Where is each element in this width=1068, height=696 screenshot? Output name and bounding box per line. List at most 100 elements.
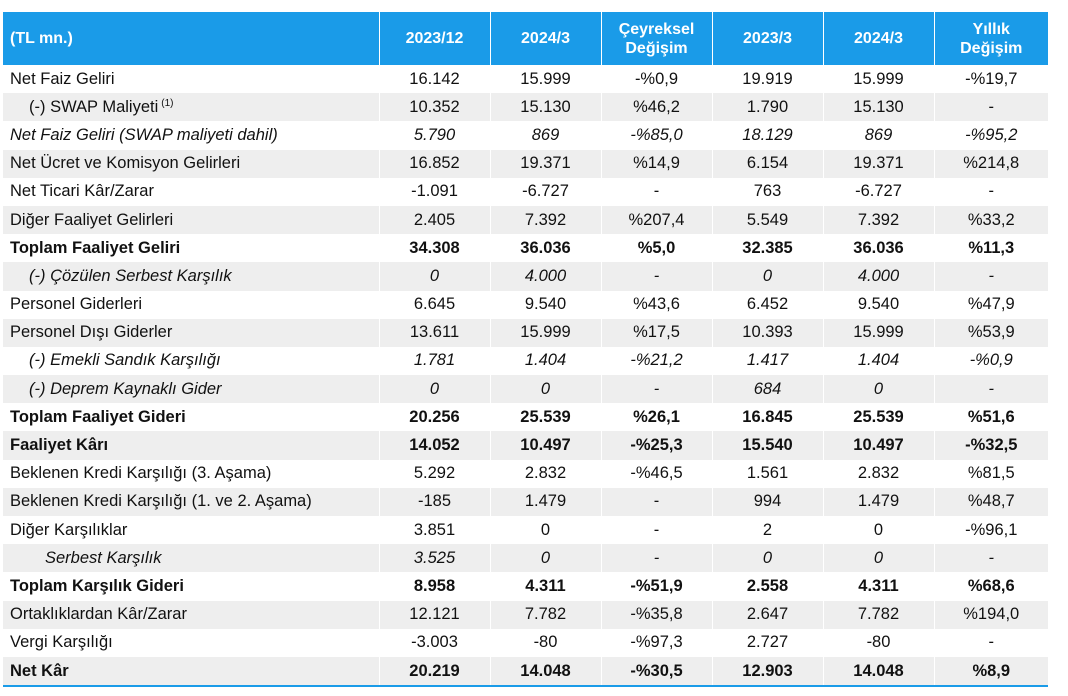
cell-2024-3: 4.000 xyxy=(822,262,934,291)
row-label: Toplam Karşılık Gideri xyxy=(3,572,379,601)
header-quarterly-change: Çeyreksel Değişim xyxy=(600,12,712,65)
cell-2023-12: 13.611 xyxy=(378,318,490,347)
cell-2023-12: 16.852 xyxy=(378,149,490,178)
table-row: (-) SWAP Maliyeti (1) 10.352 15.130 %46,2… xyxy=(3,93,1048,122)
cell-2024-3: 7.782 xyxy=(822,600,934,629)
row-label: Vergi Karşılığı xyxy=(3,628,379,657)
cell-2024-3: 15.999 xyxy=(489,65,601,94)
row-label: Personel Dışı Giderler xyxy=(3,318,379,347)
row-label: (-) Deprem Kaynaklı Gider xyxy=(3,375,379,404)
cell-annual-change: %8,9 xyxy=(933,656,1048,688)
row-label: Net Ücret ve Komisyon Gelirleri xyxy=(3,149,379,178)
table-row: Faaliyet Kârı 14.052 10.497 -%25,3 15.54… xyxy=(3,431,1048,460)
cell-2023-3: 2 xyxy=(711,516,823,545)
cell-2024-3: 15.130 xyxy=(822,93,934,122)
cell-quarterly-change: -%0,9 xyxy=(600,65,712,94)
cell-2023-3: 15.540 xyxy=(711,431,823,460)
cell-2024-3: 4.311 xyxy=(822,572,934,601)
cell-annual-change: %48,7 xyxy=(933,487,1048,516)
cell-2024-3: 7.392 xyxy=(822,205,934,235)
table-row: Net Ticari Kâr/Zarar -1.091 -6.727 - 763… xyxy=(3,177,1048,206)
cell-2023-12: 34.308 xyxy=(378,234,490,263)
cell-2024-3: 1.404 xyxy=(822,346,934,376)
cell-quarterly-change: -%35,8 xyxy=(600,600,712,629)
cell-annual-change: %53,9 xyxy=(933,318,1048,347)
income-statement-table: (TL mn.) 2023/12 2024/3 Çeyreksel Değişi… xyxy=(3,12,1048,688)
cell-2023-12: 2.405 xyxy=(378,205,490,235)
table-row: Personel Dışı Giderler 13.611 15.999 %17… xyxy=(3,318,1048,347)
header-2024-3-quarterly: 2024/3 xyxy=(489,12,601,65)
cell-2023-12: 8.958 xyxy=(378,572,490,601)
cell-2024-3: -6.727 xyxy=(822,177,934,206)
cell-annual-change: %51,6 xyxy=(933,403,1048,432)
row-label: Personel Giderleri xyxy=(3,290,379,319)
cell-quarterly-change: -%25,3 xyxy=(600,431,712,460)
cell-2023-12: 16.142 xyxy=(378,65,490,94)
cell-2024-3: -80 xyxy=(489,628,601,657)
cell-2023-3: 2.558 xyxy=(711,572,823,601)
cell-2023-12: -3.003 xyxy=(378,628,490,657)
cell-quarterly-change: - xyxy=(600,516,712,545)
cell-2024-3: 36.036 xyxy=(822,234,934,263)
cell-2023-12: 6.645 xyxy=(378,290,490,319)
cell-2023-3: 32.385 xyxy=(711,234,823,263)
cell-annual-change: - xyxy=(933,93,1048,122)
table-row: Beklenen Kredi Karşılığı (1. ve 2. Aşama… xyxy=(3,487,1048,516)
cell-2024-3: 7.782 xyxy=(489,600,601,629)
row-label: Net Kâr xyxy=(3,656,379,688)
row-label: (-) Emekli Sandık Karşılığı xyxy=(3,346,379,376)
table-row: Diğer Faaliyet Gelirleri 2.405 7.392 %20… xyxy=(3,205,1048,235)
cell-2023-3: 0 xyxy=(711,544,823,573)
cell-2023-12: 20.219 xyxy=(378,656,490,688)
cell-2023-12: 5.292 xyxy=(378,459,490,488)
row-label: (-) SWAP Maliyeti (1) xyxy=(3,93,379,122)
cell-2023-3: 1.417 xyxy=(711,346,823,376)
cell-quarterly-change: - xyxy=(600,544,712,573)
cell-2024-3: 1.479 xyxy=(489,487,601,516)
cell-annual-change: - xyxy=(933,177,1048,206)
cell-2024-3: 25.539 xyxy=(822,403,934,432)
cell-2023-12: -1.091 xyxy=(378,177,490,206)
cell-2024-3: 10.497 xyxy=(489,431,601,460)
cell-2024-3: 4.311 xyxy=(489,572,601,601)
cell-2023-3: 1.790 xyxy=(711,93,823,122)
table-row: Beklenen Kredi Karşılığı (3. Aşama) 5.29… xyxy=(3,459,1048,488)
header-quarterly-change-line2: Değişim xyxy=(625,39,688,57)
row-label: Net Ticari Kâr/Zarar xyxy=(3,177,379,206)
cell-annual-change: - xyxy=(933,628,1048,657)
table-header-row: (TL mn.) 2023/12 2024/3 Çeyreksel Değişi… xyxy=(3,12,1048,65)
cell-2024-3: 869 xyxy=(822,121,934,150)
row-label: (-) Çözülen Serbest Karşılık xyxy=(3,262,379,291)
header-2023-12: 2023/12 xyxy=(378,12,490,65)
cell-quarterly-change: - xyxy=(600,375,712,404)
cell-2024-3: 0 xyxy=(822,375,934,404)
table-row: (-) Emekli Sandık Karşılığı 1.781 1.404 … xyxy=(3,346,1048,376)
cell-2023-3: 10.393 xyxy=(711,318,823,347)
header-annual-change-line2: Değişim xyxy=(960,39,1023,57)
table-row: Toplam Faaliyet Geliri 34.308 36.036 %5,… xyxy=(3,234,1048,263)
cell-2024-3: 15.130 xyxy=(489,93,601,122)
cell-2023-3: 6.452 xyxy=(711,290,823,319)
row-label: Beklenen Kredi Karşılığı (1. ve 2. Aşama… xyxy=(3,487,379,516)
cell-2023-3: 6.154 xyxy=(711,149,823,178)
cell-2024-3: 2.832 xyxy=(822,459,934,488)
cell-2024-3: 7.392 xyxy=(489,205,601,235)
cell-2023-3: 5.549 xyxy=(711,205,823,235)
cell-2024-3: 36.036 xyxy=(489,234,601,263)
cell-2023-12: 3.525 xyxy=(378,544,490,573)
cell-2024-3: 9.540 xyxy=(489,290,601,319)
cell-quarterly-change: -%97,3 xyxy=(600,628,712,657)
cell-2023-3: 2.727 xyxy=(711,628,823,657)
cell-2024-3: 25.539 xyxy=(489,403,601,432)
cell-2023-12: 10.352 xyxy=(378,93,490,122)
row-label: Net Faiz Geliri xyxy=(3,65,379,94)
cell-2023-12: 20.256 xyxy=(378,403,490,432)
cell-annual-change: %33,2 xyxy=(933,205,1048,235)
table-row: Toplam Karşılık Gideri 8.958 4.311 -%51,… xyxy=(3,572,1048,601)
row-label: Diğer Karşılıklar xyxy=(3,516,379,545)
cell-2023-3: 12.903 xyxy=(711,656,823,688)
cell-2024-3: 0 xyxy=(489,544,601,573)
header-2024-3-annual: 2024/3 xyxy=(822,12,934,65)
cell-2023-12: 14.052 xyxy=(378,431,490,460)
cell-quarterly-change: - xyxy=(600,487,712,516)
